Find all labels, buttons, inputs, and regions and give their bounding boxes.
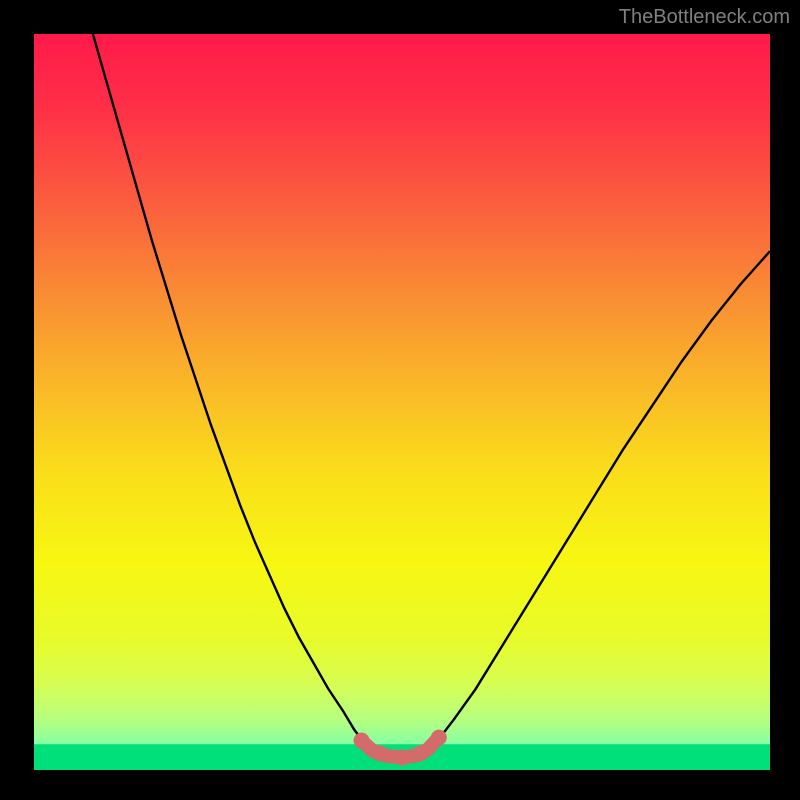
chart-canvas: TheBottleneck.com: [0, 0, 800, 800]
overlay-marker: [354, 733, 370, 749]
overlay-marker: [412, 745, 428, 761]
overlay-marker: [394, 749, 410, 765]
overlay-marker: [431, 730, 447, 746]
watermark-label: TheBottleneck.com: [619, 6, 790, 29]
plot-area: [34, 34, 770, 770]
overlay-marker: [372, 745, 388, 761]
